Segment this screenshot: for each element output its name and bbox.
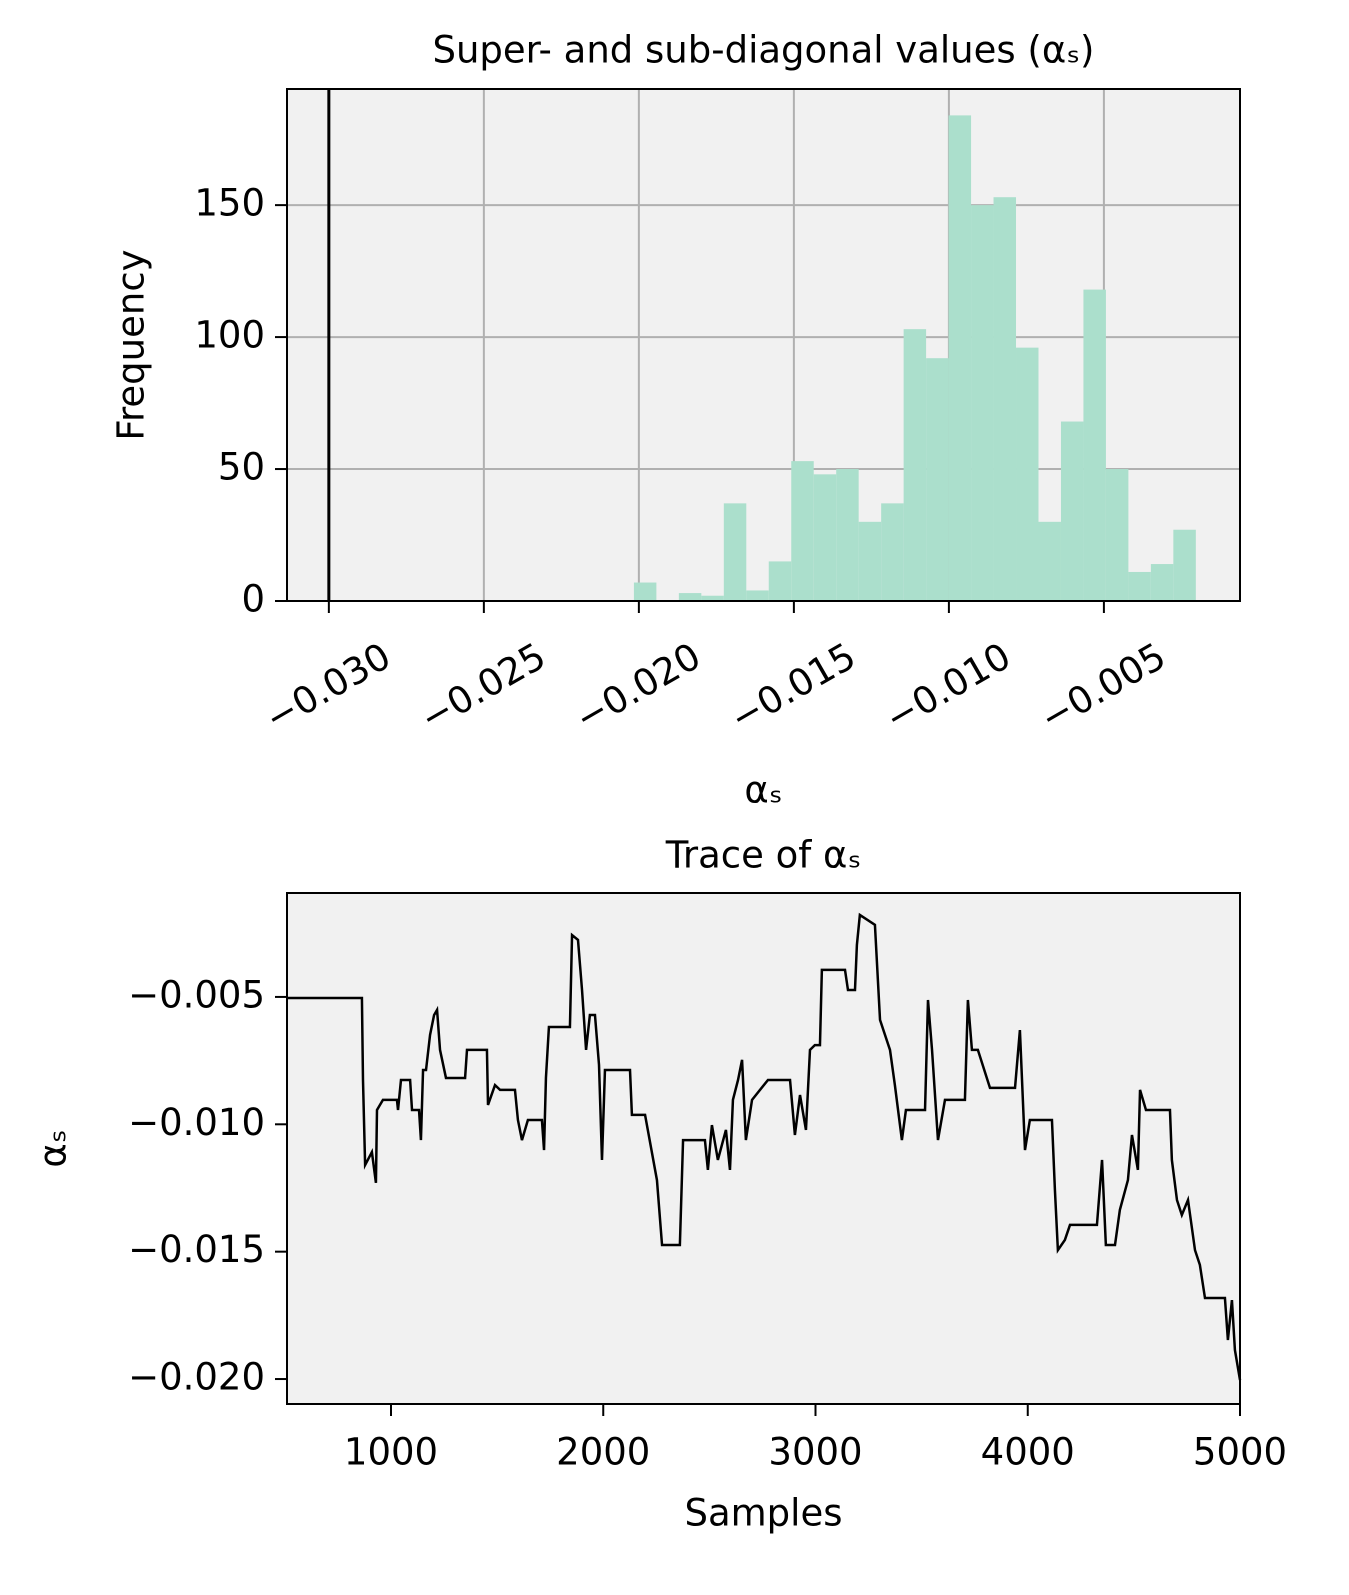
x-tick-label: 4000 xyxy=(981,1431,1075,1474)
chart-title: Trace of αₛ xyxy=(665,834,862,877)
x-tick-label: 5000 xyxy=(1193,1431,1287,1474)
y-tick-label: −0.010 xyxy=(128,1101,265,1144)
histogram-bar xyxy=(971,205,994,601)
histogram-bar xyxy=(723,503,747,601)
histogram-bar xyxy=(813,474,837,601)
histogram-bar xyxy=(1060,421,1084,601)
y-tick-label: −0.015 xyxy=(128,1228,265,1271)
histogram-bar xyxy=(948,115,972,601)
y-tick-label: 50 xyxy=(218,446,265,489)
histogram-bar xyxy=(701,595,724,601)
histogram-bar xyxy=(746,590,769,601)
y-axis-label: αₛ xyxy=(32,1129,75,1167)
plot-background xyxy=(287,893,1240,1404)
x-tick-label: −0.010 xyxy=(878,634,1018,740)
x-tick-label: −0.015 xyxy=(723,634,863,740)
x-tick-label: 1000 xyxy=(344,1431,438,1474)
histogram-bar xyxy=(881,503,904,601)
histogram-bar xyxy=(1083,289,1106,601)
x-tick-label: 2000 xyxy=(556,1431,650,1474)
x-tick-label: −0.020 xyxy=(568,634,708,740)
y-axis-label: Frequency xyxy=(110,249,153,440)
plot-frame xyxy=(286,892,1241,1405)
plot-frame xyxy=(286,88,1241,602)
histogram-bar xyxy=(903,329,927,601)
histogram-bar xyxy=(1105,469,1129,601)
histogram-bar xyxy=(858,521,882,601)
x-tick-label: −0.030 xyxy=(258,634,398,740)
histogram-bar xyxy=(1150,564,1174,601)
x-tick-label: −0.025 xyxy=(413,634,553,740)
histogram-bar xyxy=(791,461,814,601)
histogram-bar xyxy=(1128,571,1151,601)
histogram-bar xyxy=(926,358,949,601)
y-tick-label: 150 xyxy=(194,182,265,225)
histogram-bar xyxy=(993,197,1017,602)
histogram-bar xyxy=(1016,347,1039,601)
histogram-bar xyxy=(1038,521,1061,601)
y-tick-label: 0 xyxy=(241,578,265,621)
y-tick-label: −0.005 xyxy=(128,973,265,1016)
x-axis-label: αₛ xyxy=(744,769,782,812)
histogram-bar xyxy=(678,593,702,601)
trace-line xyxy=(287,912,1242,1381)
histogram-bar xyxy=(633,582,657,601)
x-tick-label: 3000 xyxy=(768,1431,862,1474)
y-tick-label: −0.020 xyxy=(128,1356,265,1399)
histogram-bar xyxy=(1173,529,1196,601)
y-tick-label: 100 xyxy=(194,314,265,357)
histogram-bar xyxy=(768,561,792,601)
chart-title: Super- and sub-diagonal values (αₛ) xyxy=(433,29,1095,72)
x-tick-label: −0.005 xyxy=(1033,634,1173,740)
x-axis-label: Samples xyxy=(684,1492,842,1535)
histogram-bar xyxy=(836,469,859,601)
